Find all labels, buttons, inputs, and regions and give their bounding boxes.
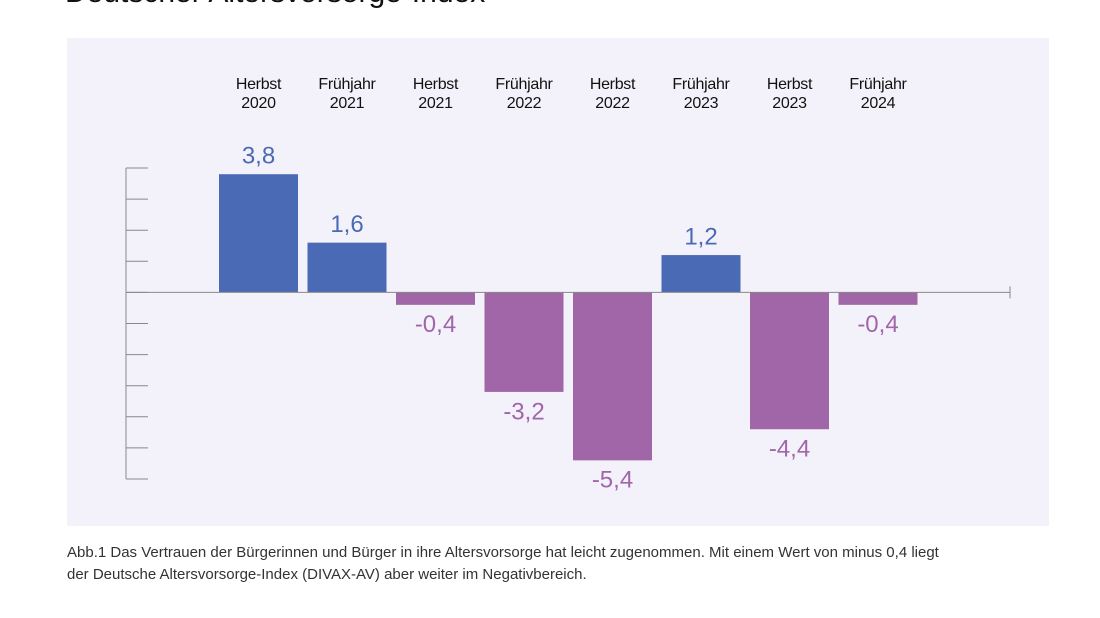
caption-line: Abb.1 Das Vertrauen der Bürgerinnen und …	[67, 544, 940, 561]
value-label: 1,2	[684, 223, 717, 250]
x-tick-label: 2022	[507, 95, 542, 112]
bar	[750, 292, 829, 430]
x-tick-label: 2023	[772, 95, 807, 112]
bar	[396, 292, 475, 305]
x-tick-label: Frühjahr	[318, 76, 376, 93]
value-label: 1,6	[330, 211, 363, 238]
x-tick-label: 2024	[861, 95, 896, 112]
plot-background	[67, 38, 1049, 526]
x-tick-label: Herbst	[236, 76, 282, 93]
x-tick-label: Frühjahr	[495, 76, 553, 93]
bar	[307, 242, 387, 293]
bar	[838, 292, 918, 305]
x-tick-label: 2021	[418, 95, 453, 112]
x-tick-label: Frühjahr	[849, 76, 907, 93]
x-tick-label: 2020	[241, 95, 276, 112]
x-tick-label: Herbst	[590, 76, 636, 93]
bar	[573, 292, 652, 461]
value-label: -4,4	[769, 436, 810, 463]
value-label: 3,8	[242, 143, 275, 170]
x-tick-label: Frühjahr	[672, 76, 730, 93]
value-label: -0,4	[857, 311, 898, 338]
x-tick-label: 2023	[684, 95, 719, 112]
x-tick-label: Herbst	[413, 76, 459, 93]
bar	[219, 174, 298, 293]
value-label: -5,4	[592, 467, 633, 494]
x-tick-label: Herbst	[767, 76, 813, 93]
caption-line: der Deutsche Altersvorsorge-Index (DIVAX…	[67, 566, 587, 583]
x-tick-label: 2022	[595, 95, 630, 112]
bar	[661, 255, 741, 293]
x-tick-label: 2021	[330, 95, 365, 112]
chart-title: Deutscher Altersvorsorge-Index	[65, 0, 485, 9]
bar	[484, 292, 564, 392]
value-label: -3,2	[503, 398, 544, 425]
value-label: -0,4	[415, 311, 456, 338]
